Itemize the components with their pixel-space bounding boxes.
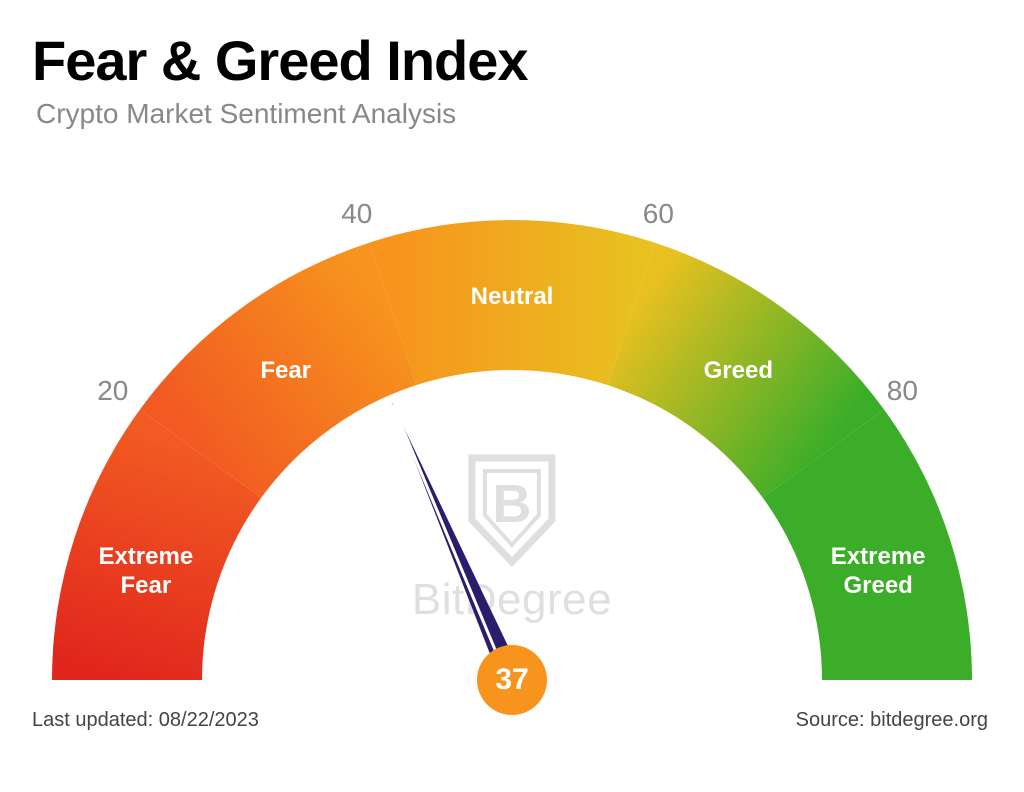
source-value: bitdegree.org bbox=[870, 709, 988, 731]
last-updated-value: 08/22/2023 bbox=[159, 709, 259, 731]
gauge-value-badge: 37 bbox=[477, 645, 547, 715]
last-updated-label: Last updated: bbox=[32, 709, 153, 731]
source-label: Source: bbox=[796, 709, 865, 731]
needle-highlight bbox=[393, 405, 508, 682]
tick-80: 80 bbox=[887, 375, 918, 407]
gauge-value: 37 bbox=[495, 663, 528, 697]
last-updated: Last updated: 08/22/2023 bbox=[32, 709, 259, 732]
segment-label-extreme-greed: ExtremeGreed bbox=[808, 543, 948, 601]
tick-20: 20 bbox=[97, 375, 128, 407]
segment-label-fear: Fear bbox=[216, 357, 356, 386]
source: Source: bitdegree.org bbox=[796, 709, 988, 732]
segment-label-neutral: Neutral bbox=[442, 283, 582, 312]
tick-60: 60 bbox=[643, 198, 674, 230]
tick-40: 40 bbox=[341, 198, 372, 230]
gauge-chart: B BitDegree 37 ExtremeFearFearNeutralGre… bbox=[32, 190, 992, 710]
segment-label-greed: Greed bbox=[668, 357, 808, 386]
gauge-needle bbox=[391, 401, 522, 684]
page-title: Fear & Greed Index bbox=[32, 28, 528, 93]
segment-label-extreme-fear: ExtremeFear bbox=[76, 543, 216, 601]
page-subtitle: Crypto Market Sentiment Analysis bbox=[36, 98, 456, 130]
